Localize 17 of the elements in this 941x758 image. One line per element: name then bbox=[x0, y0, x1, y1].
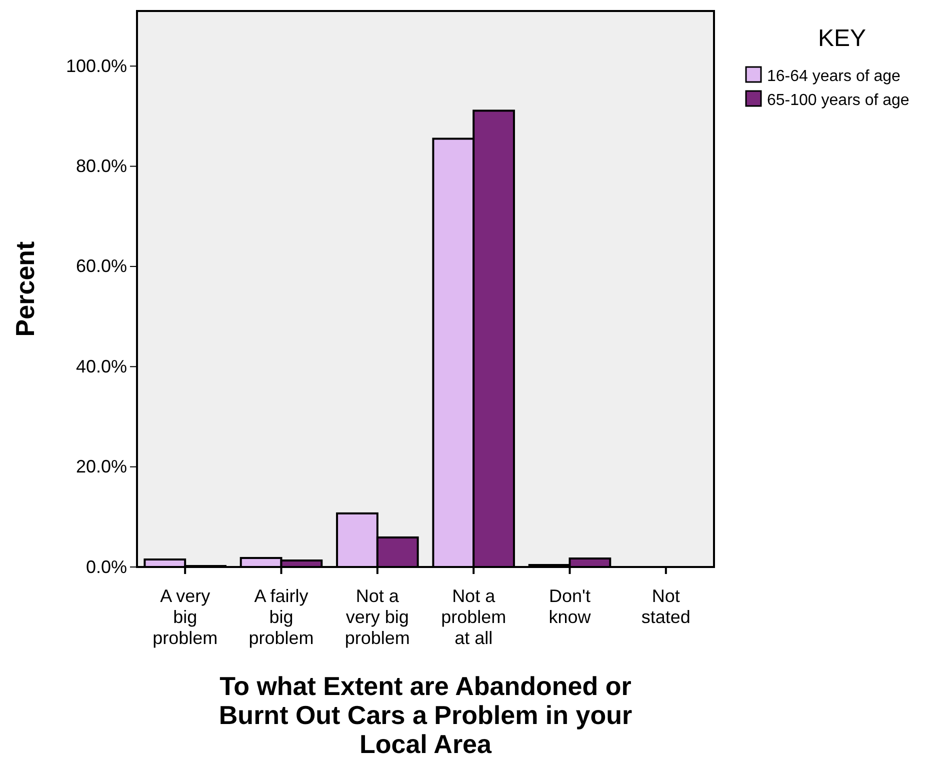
x-tick-label: Not a very big problem bbox=[344, 586, 410, 648]
x-tick-label: A fairly big problem bbox=[248, 586, 314, 648]
x-tick-label: Don't know bbox=[548, 586, 592, 627]
x-axis-title: To what Extent are Abandoned or Burnt Out Cars a Problem in your Local Area bbox=[218, 671, 632, 758]
y-tick-label: 80.0% bbox=[76, 156, 127, 176]
legend-label: 16-64 years of age bbox=[767, 68, 901, 85]
x-tick-label: A very big problem bbox=[152, 586, 218, 648]
x-tick-label: Not a problem at all bbox=[441, 586, 506, 648]
y-tick-label: 60.0% bbox=[76, 256, 127, 276]
x-tick-label: Not stated bbox=[641, 586, 690, 627]
y-tick-label: 40.0% bbox=[76, 356, 127, 376]
legend-label: 65-100 years of age bbox=[767, 92, 910, 109]
y-tick-label: 0.0% bbox=[86, 556, 127, 577]
y-axis-title: Percent bbox=[10, 240, 40, 337]
y-tick-label: 20.0% bbox=[76, 456, 127, 477]
legend-title: KEY bbox=[818, 25, 866, 52]
y-tick-label: 100.0% bbox=[66, 56, 127, 76]
